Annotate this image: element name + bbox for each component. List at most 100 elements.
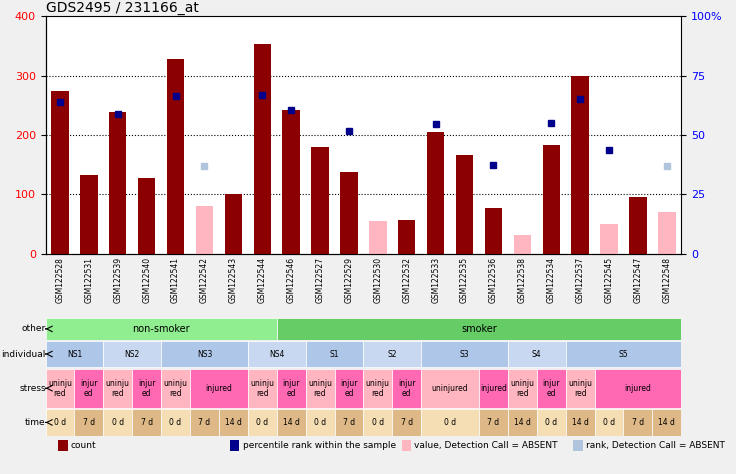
Text: 14 d: 14 d — [225, 418, 242, 427]
Text: time: time — [25, 418, 46, 427]
FancyBboxPatch shape — [566, 341, 682, 367]
Bar — [340, 172, 358, 254]
Text: injur
ed: injur ed — [340, 379, 358, 398]
Text: S2: S2 — [388, 349, 397, 358]
Text: uninju
red: uninju red — [106, 379, 130, 398]
FancyBboxPatch shape — [132, 409, 161, 436]
Text: value, Detection Call = ABSENT: value, Detection Call = ABSENT — [414, 441, 558, 450]
FancyBboxPatch shape — [652, 409, 682, 436]
FancyBboxPatch shape — [103, 368, 132, 408]
Bar — [398, 220, 415, 254]
FancyBboxPatch shape — [277, 409, 305, 436]
Text: GSM122544: GSM122544 — [258, 257, 266, 303]
Bar — [456, 155, 473, 254]
FancyBboxPatch shape — [103, 341, 161, 367]
Text: GSM122530: GSM122530 — [373, 257, 382, 303]
FancyBboxPatch shape — [364, 368, 392, 408]
Text: S3: S3 — [460, 349, 470, 358]
FancyBboxPatch shape — [566, 368, 595, 408]
Text: 0 d: 0 d — [54, 418, 66, 427]
FancyBboxPatch shape — [479, 409, 508, 436]
Text: S5: S5 — [619, 349, 629, 358]
Text: GDS2495 / 231166_at: GDS2495 / 231166_at — [46, 1, 199, 15]
Text: uninju
red: uninju red — [510, 379, 534, 398]
FancyBboxPatch shape — [595, 368, 682, 408]
FancyBboxPatch shape — [364, 341, 421, 367]
FancyBboxPatch shape — [161, 341, 248, 367]
FancyBboxPatch shape — [190, 368, 248, 408]
FancyBboxPatch shape — [305, 409, 334, 436]
Text: GSM122546: GSM122546 — [286, 257, 296, 303]
Text: 14 d: 14 d — [659, 418, 676, 427]
Text: 0 d: 0 d — [372, 418, 384, 427]
FancyBboxPatch shape — [537, 368, 566, 408]
FancyBboxPatch shape — [595, 409, 623, 436]
Bar — [80, 175, 98, 254]
FancyBboxPatch shape — [479, 368, 508, 408]
Text: 14 d: 14 d — [514, 418, 531, 427]
Text: NS4: NS4 — [269, 349, 284, 358]
Text: 0 d: 0 d — [256, 418, 269, 427]
FancyBboxPatch shape — [623, 409, 652, 436]
Text: GSM122547: GSM122547 — [634, 257, 643, 303]
Text: GSM122537: GSM122537 — [576, 257, 584, 303]
FancyBboxPatch shape — [392, 409, 421, 436]
Text: uninju
red: uninju red — [48, 379, 72, 398]
Text: injur
ed: injur ed — [283, 379, 300, 398]
Text: GSM122531: GSM122531 — [85, 257, 93, 303]
Text: uninju
red: uninju red — [308, 379, 332, 398]
FancyBboxPatch shape — [161, 368, 190, 408]
Text: uninju
red: uninju red — [568, 379, 592, 398]
FancyBboxPatch shape — [364, 409, 392, 436]
Text: other: other — [21, 324, 46, 333]
Text: uninju
red: uninju red — [250, 379, 275, 398]
Text: 7 d: 7 d — [487, 418, 500, 427]
Bar — [254, 44, 271, 254]
Text: GSM122541: GSM122541 — [171, 257, 180, 303]
FancyBboxPatch shape — [508, 341, 566, 367]
Text: GSM122533: GSM122533 — [431, 257, 440, 303]
FancyBboxPatch shape — [334, 409, 364, 436]
Text: GSM122545: GSM122545 — [604, 257, 614, 303]
FancyBboxPatch shape — [508, 368, 537, 408]
Text: injur
ed: injur ed — [80, 379, 98, 398]
Text: individual: individual — [1, 349, 46, 358]
Bar — [542, 145, 560, 254]
Text: uninju
red: uninju red — [163, 379, 188, 398]
FancyBboxPatch shape — [219, 409, 248, 436]
Text: 7 d: 7 d — [400, 418, 413, 427]
Text: uninjured: uninjured — [432, 384, 468, 393]
Bar — [485, 208, 502, 254]
Bar — [58, 440, 68, 451]
FancyBboxPatch shape — [132, 368, 161, 408]
FancyBboxPatch shape — [421, 341, 508, 367]
FancyBboxPatch shape — [248, 341, 305, 367]
Bar — [402, 440, 411, 451]
FancyBboxPatch shape — [537, 409, 566, 436]
Text: NS2: NS2 — [124, 349, 140, 358]
Text: 0 d: 0 d — [169, 418, 182, 427]
Text: injur
ed: injur ed — [398, 379, 416, 398]
FancyBboxPatch shape — [190, 409, 219, 436]
Text: 7 d: 7 d — [343, 418, 355, 427]
FancyBboxPatch shape — [74, 409, 103, 436]
Bar — [167, 59, 184, 254]
Text: percentile rank within the sample: percentile rank within the sample — [243, 441, 396, 450]
Bar — [52, 91, 68, 254]
Text: NS3: NS3 — [197, 349, 212, 358]
Text: 0 d: 0 d — [444, 418, 456, 427]
Text: GSM122528: GSM122528 — [55, 257, 65, 303]
Bar — [514, 235, 531, 254]
Text: injured: injured — [480, 384, 507, 393]
FancyBboxPatch shape — [421, 368, 479, 408]
Bar — [224, 194, 242, 254]
Text: injured: injured — [625, 384, 651, 393]
Text: S1: S1 — [330, 349, 339, 358]
Text: 14 d: 14 d — [572, 418, 589, 427]
Text: GSM122538: GSM122538 — [518, 257, 527, 303]
Text: 7 d: 7 d — [141, 418, 152, 427]
Text: GSM122536: GSM122536 — [489, 257, 498, 303]
Text: GSM122527: GSM122527 — [316, 257, 325, 303]
Text: injur
ed: injur ed — [542, 379, 560, 398]
Text: GSM122540: GSM122540 — [142, 257, 151, 303]
